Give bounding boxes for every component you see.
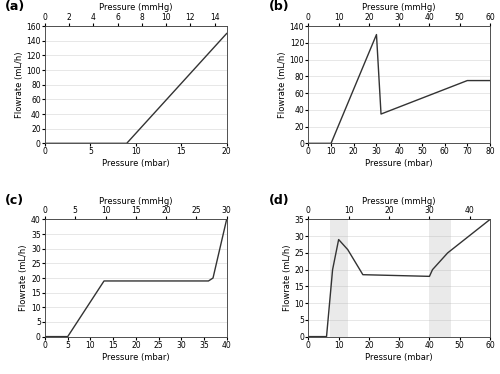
Text: (d): (d) [268, 194, 289, 207]
Text: (c): (c) [5, 194, 24, 207]
X-axis label: Pressure (mmHg): Pressure (mmHg) [99, 196, 172, 206]
X-axis label: Pressure (mbar): Pressure (mbar) [366, 353, 433, 362]
Text: (a): (a) [5, 0, 25, 13]
X-axis label: Pressure (mmHg): Pressure (mmHg) [362, 3, 436, 12]
X-axis label: Pressure (mmHg): Pressure (mmHg) [99, 3, 172, 12]
Y-axis label: Flowrate (mL/h): Flowrate (mL/h) [20, 245, 28, 311]
X-axis label: Pressure (mbar): Pressure (mbar) [102, 159, 170, 168]
X-axis label: Pressure (mbar): Pressure (mbar) [366, 159, 433, 168]
Y-axis label: Flowrate (mL/h): Flowrate (mL/h) [14, 52, 24, 118]
Y-axis label: Flowrate (mL/h): Flowrate (mL/h) [278, 52, 287, 118]
Bar [330, 220, 347, 337]
Y-axis label: Flowrate (mL/h): Flowrate (mL/h) [282, 245, 292, 311]
Bar [430, 220, 450, 337]
X-axis label: Pressure (mbar): Pressure (mbar) [102, 353, 170, 362]
Text: (b): (b) [268, 0, 289, 13]
X-axis label: Pressure (mmHg): Pressure (mmHg) [362, 196, 436, 206]
